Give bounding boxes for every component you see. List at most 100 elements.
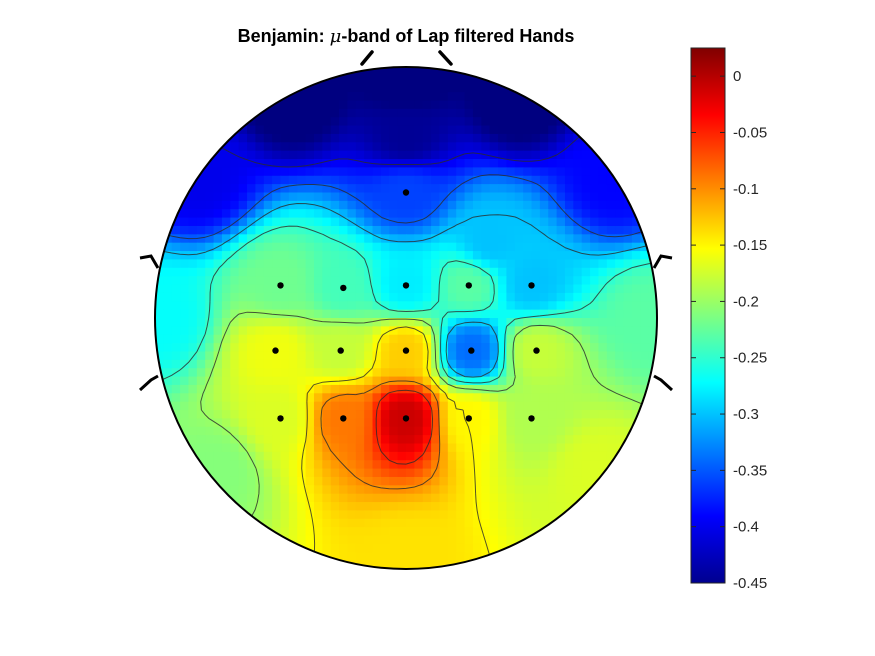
heatmap-cell [489,217,499,227]
heatmap-cell [313,318,323,327]
heatmap-cell [539,184,549,194]
heatmap-cell [288,485,298,495]
heatmap-cell [389,334,399,344]
heatmap-cell [263,343,273,353]
heatmap-cell [205,460,215,470]
heatmap-cell [431,309,441,319]
heatmap-cell [472,326,482,336]
heatmap-cell [556,401,566,411]
heatmap-cell [347,326,357,336]
heatmap-cell [472,426,482,436]
heatmap-cell [230,318,240,327]
heatmap-cell [230,376,240,386]
heatmap-cell [221,476,231,486]
heatmap-cell [472,418,482,428]
heatmap-cell [322,234,332,244]
heatmap-cell [272,334,282,344]
heatmap-cell [464,435,474,445]
heatmap-cell [280,502,290,512]
heatmap-cell [347,167,357,177]
heatmap-cell [339,251,349,261]
heatmap-cell [313,209,323,219]
heatmap-cell [238,192,248,202]
heatmap-cell [539,309,549,319]
heatmap-cell [230,468,240,478]
heatmap-cell [431,543,441,553]
heatmap-cell [322,83,332,93]
heatmap-cell [305,133,315,143]
heatmap-cell [548,117,558,127]
heatmap-cell [447,200,457,210]
heatmap-cell [355,485,365,495]
heatmap-cell [205,251,215,261]
heatmap-cell [372,83,382,93]
heatmap-cell [221,301,231,311]
heatmap-cell [456,276,466,286]
heatmap-cell [255,242,265,252]
heatmap-cell [397,318,407,327]
heatmap-cell [548,318,558,327]
heatmap-cell [422,267,432,277]
heatmap-cell [272,276,282,286]
heatmap-cell [556,276,566,286]
heatmap-cell [548,435,558,445]
heatmap-cell [155,276,164,286]
heatmap-cell [648,318,657,327]
heatmap-cell [414,142,424,152]
heatmap-cell [573,493,583,503]
heatmap-cell [472,200,482,210]
heatmap-cell [498,502,507,512]
heatmap-cell [472,276,482,286]
colorbar-tick-label: -0.4 [733,519,759,536]
heatmap-cell [180,393,190,403]
heatmap-cell [397,468,407,478]
heatmap-cell [188,276,198,286]
heatmap-cell [180,267,190,277]
heatmap-cell [355,284,365,294]
heatmap-cell [431,527,441,537]
heatmap-cell [313,267,323,277]
heatmap-cell [498,175,507,185]
heatmap-cell [322,225,332,235]
heatmap-cell [322,251,332,261]
heatmap-cell [230,343,240,353]
heatmap-cell [548,527,558,537]
heatmap-cell [297,225,307,235]
heatmap-cell [615,359,625,369]
heatmap-cell [247,234,256,244]
heatmap-cell [389,284,399,294]
heatmap-cell [472,476,482,486]
heatmap-cell [456,334,466,344]
heatmap-cell [406,309,415,319]
heatmap-cell [288,309,298,319]
heatmap-cell [322,167,332,177]
heatmap-cell [556,493,566,503]
heatmap-cell [564,301,574,311]
heatmap-cell [255,435,265,445]
heatmap-cell [523,334,533,344]
heatmap-cell [322,384,332,394]
heatmap-cell [523,301,533,311]
heatmap-cell [590,451,600,461]
heatmap-cell [489,92,499,102]
heatmap-cell [447,493,457,503]
chart-title: Benjamin: μ-band of Lap filtered Hands [238,26,575,47]
heatmap-cell [564,368,574,378]
heatmap-cell [431,242,441,252]
heatmap-cell [439,527,449,537]
heatmap-cell [280,159,290,168]
heatmap-cell [531,301,541,311]
heatmap-cell [355,401,365,411]
heatmap-cell [355,435,365,445]
heatmap-cell [439,343,449,353]
heatmap-cell [255,133,265,143]
heatmap-cell [472,485,482,495]
heatmap-cell [431,184,441,194]
heatmap-cell [439,368,449,378]
heatmap-cell [339,435,349,445]
heatmap-cell [297,343,307,353]
heatmap-cell [531,493,541,503]
colorbar [690,47,726,584]
heatmap-cell [447,309,457,319]
heatmap-cell [472,493,482,503]
